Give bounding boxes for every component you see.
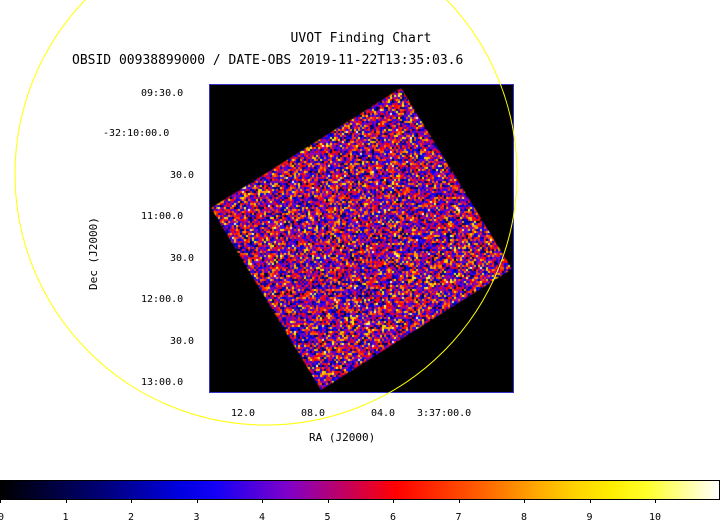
dec-tick-label: 30.0 xyxy=(170,170,195,181)
dec-tick-label: -32:10:00.0 xyxy=(103,128,170,139)
colorbar-tick-mark xyxy=(458,499,460,503)
colorbar-tick-label: 0 xyxy=(0,512,5,523)
dec-tick-label: 11:00.0 xyxy=(141,211,184,222)
colorbar-tick-mark xyxy=(393,499,394,503)
dec-tick-label: 30.0 xyxy=(170,336,195,347)
ra-tick-label: 12.0 xyxy=(231,408,256,419)
ra-tick-label: 3:37:00.0 xyxy=(417,408,472,419)
colorbar-tick-mark xyxy=(131,499,132,503)
x-axis-label: RA (J2000) xyxy=(309,431,376,444)
sky-image-panel xyxy=(209,84,514,393)
dec-tick-label: 13:00.0 xyxy=(141,377,184,388)
colorbar-tick-label: 6 xyxy=(389,512,397,523)
colorbar-tick-label: 10 xyxy=(648,512,662,523)
ra-tick-label: 08.0 xyxy=(301,408,326,419)
colorbar-tick-label: 2 xyxy=(127,512,135,523)
colorbar-tick-mark xyxy=(655,499,656,503)
colorbar xyxy=(0,480,720,500)
colorbar-tick-mark xyxy=(589,499,591,503)
ra-tick-label: 04.0 xyxy=(371,408,396,419)
dec-tick-label: 09:30.0 xyxy=(141,88,184,99)
colorbar-tick-mark xyxy=(327,499,329,503)
sky-image-canvas xyxy=(210,85,513,392)
colorbar-tick-mark xyxy=(524,499,525,503)
colorbar-tick-label: 8 xyxy=(520,512,528,523)
colorbar-tick-label: 3 xyxy=(193,512,200,523)
chart-subtitle: OBSID 00938899000 / DATE-OBS 2019-11-22T… xyxy=(72,53,464,68)
dec-tick-label: 30.0 xyxy=(170,253,195,264)
colorbar-tick-mark xyxy=(65,499,67,503)
colorbar-tick-mark xyxy=(196,499,198,503)
colorbar-tick-label: 7 xyxy=(455,512,462,523)
y-axis-label: Dec (J2000) xyxy=(87,217,100,290)
dec-tick-label: 12:00.0 xyxy=(141,294,184,305)
colorbar-tick-label: 9 xyxy=(586,512,593,523)
colorbar-tick-label: 4 xyxy=(258,512,266,523)
colorbar-tick-label: 1 xyxy=(62,512,69,523)
colorbar-tick-mark xyxy=(0,499,1,503)
chart-title: UVOT Finding Chart xyxy=(290,31,432,46)
colorbar-tick-label: 5 xyxy=(324,512,331,523)
colorbar-tick-mark xyxy=(262,499,263,503)
